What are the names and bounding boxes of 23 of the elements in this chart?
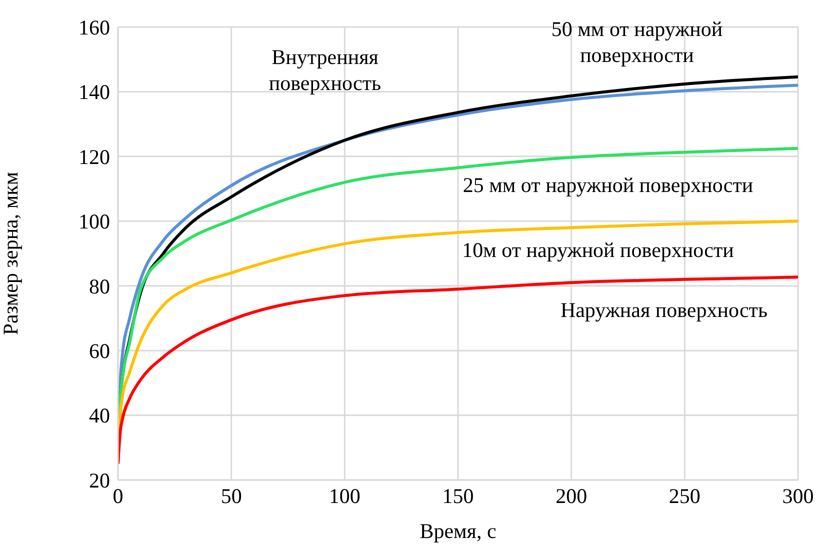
y-tick-label: 140 [78, 80, 110, 104]
x-axis-title: Время, с [420, 519, 496, 543]
y-tick-label: 80 [89, 274, 110, 298]
x-tick-label: 0 [112, 484, 124, 508]
y-tick-label: 160 [78, 15, 110, 40]
x-tick-label: 300 [782, 484, 814, 508]
x-tick-label: 200 [556, 484, 588, 508]
x-tick-label: 100 [328, 484, 360, 508]
x-tick-label: 150 [442, 484, 474, 508]
series-label: Наружная поверхность [560, 297, 768, 323]
y-tick-label: 60 [89, 339, 110, 364]
series-label: 25 мм от наружной поверхности [462, 172, 754, 198]
y-tick-label: 40 [89, 404, 110, 428]
y-tick-label: 20 [89, 468, 110, 492]
y-axis-title: Размер зерна, мкм [0, 172, 22, 336]
y-tick-label: 120 [78, 144, 110, 169]
series-label: 50 мм от наружной поверхности [551, 16, 723, 68]
x-tick-label: 250 [668, 484, 700, 508]
x-tick-label: 50 [220, 484, 242, 508]
y-tick-label: 100 [78, 210, 110, 234]
line-series [118, 276, 798, 466]
series-label: Внутренняя поверхность [268, 44, 382, 96]
series-label: 10м от наружной поверхности [462, 237, 734, 263]
